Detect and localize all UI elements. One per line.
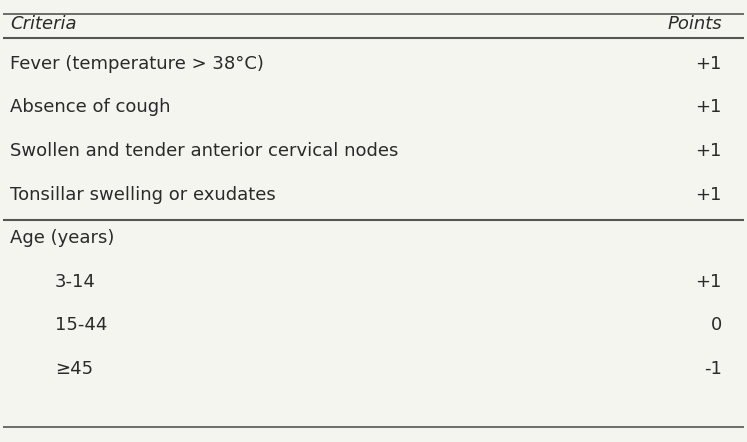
Text: 15-44: 15-44 [55,316,107,335]
Text: Tonsillar swelling or exudates: Tonsillar swelling or exudates [10,186,276,204]
Text: +1: +1 [695,55,722,72]
Text: Fever (temperature > 38°C): Fever (temperature > 38°C) [10,55,264,72]
Text: +1: +1 [695,186,722,204]
Text: -1: -1 [704,360,722,378]
Text: 0: 0 [710,316,722,335]
Text: ≥45: ≥45 [55,360,93,378]
Text: Age (years): Age (years) [10,229,114,247]
Text: 3-14: 3-14 [55,273,96,291]
Text: Criteria: Criteria [10,15,77,33]
Text: +1: +1 [695,98,722,116]
Text: Swollen and tender anterior cervical nodes: Swollen and tender anterior cervical nod… [10,142,399,160]
Text: +1: +1 [695,142,722,160]
Text: Points: Points [667,15,722,33]
Text: +1: +1 [695,273,722,291]
Text: Absence of cough: Absence of cough [10,98,171,116]
